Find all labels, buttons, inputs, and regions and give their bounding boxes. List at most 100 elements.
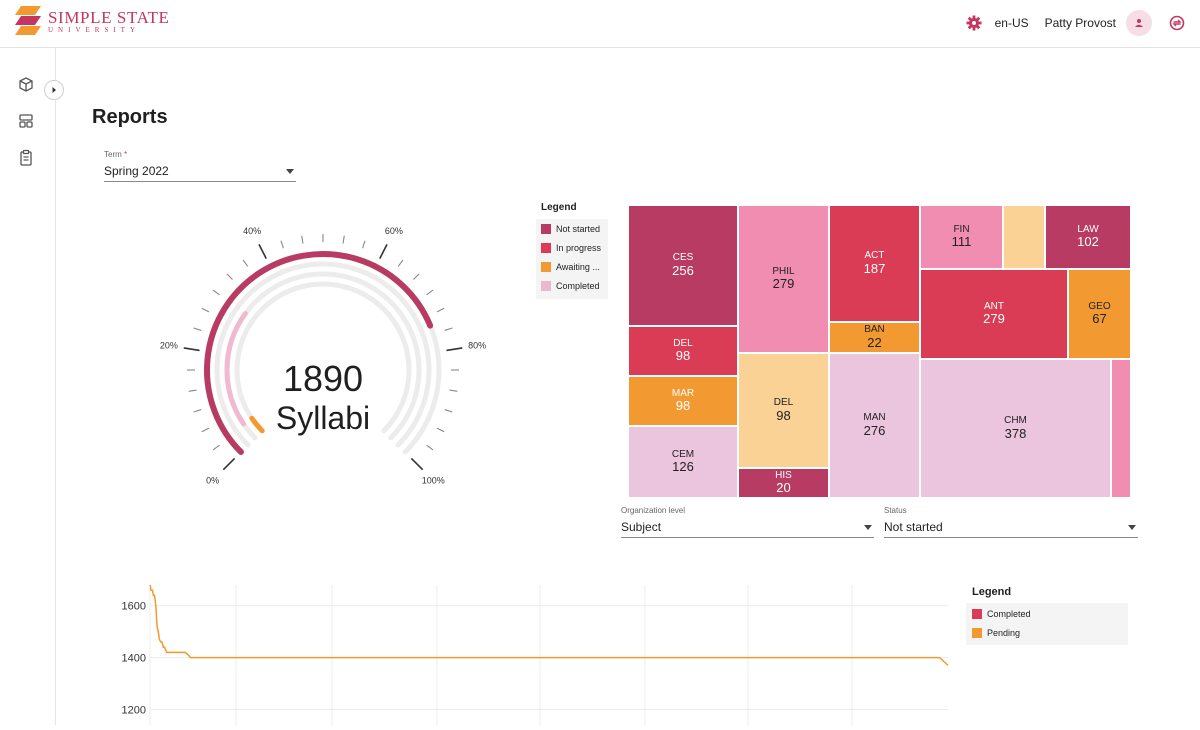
tile-name: LAW bbox=[1077, 223, 1099, 235]
dropdown-arrow-icon bbox=[864, 525, 872, 530]
tile-value: 102 bbox=[1077, 234, 1099, 250]
gauge-major-tick bbox=[446, 347, 463, 352]
gauge-minor-tick bbox=[362, 240, 366, 249]
legend-label: Completed bbox=[556, 281, 600, 291]
required-mark: * bbox=[124, 150, 128, 159]
line-legend bbox=[966, 603, 1128, 645]
organization-level-value: Subject bbox=[621, 520, 662, 534]
language-selector[interactable]: en-US bbox=[994, 16, 1029, 30]
treemap-tile-act[interactable]: ACT 187 bbox=[829, 205, 920, 322]
treemap-tile-del[interactable]: DEL 98 bbox=[738, 353, 829, 468]
gauge-minor-tick bbox=[280, 240, 284, 249]
gauge-minor-tick bbox=[301, 235, 304, 244]
gauge-minor-tick bbox=[188, 389, 197, 392]
gauge-major-tick bbox=[183, 347, 200, 352]
gauge-minor-tick bbox=[426, 444, 434, 451]
treemap-tile-ces[interactable]: CES 256 bbox=[628, 205, 738, 326]
chevron-right-icon bbox=[52, 87, 56, 93]
treemap-tile-fin[interactable]: FIN 111 bbox=[920, 205, 1003, 269]
sidebar bbox=[0, 48, 56, 725]
legend-label: Awaiting ... bbox=[556, 262, 600, 272]
term-select[interactable]: Term * Spring 2022 bbox=[104, 150, 296, 182]
tile-name: CEM bbox=[671, 448, 695, 460]
treemap-tile[interactable] bbox=[1111, 359, 1131, 498]
gauge-arc-completed bbox=[224, 311, 248, 427]
treemap-tile-phil[interactable]: PHIL 279 bbox=[738, 205, 829, 353]
tile-name: ACT bbox=[864, 250, 885, 262]
gauge-unit-label: Syllabi bbox=[275, 400, 371, 436]
tile-name: DEL bbox=[773, 397, 794, 409]
gauge-minor-tick bbox=[212, 444, 220, 451]
treemap-legend-item: Not started bbox=[541, 224, 600, 234]
y-tick-label: 1600 bbox=[122, 601, 146, 613]
tile-value: 98 bbox=[675, 398, 691, 414]
tile-name: CHM bbox=[1004, 415, 1027, 427]
gauge-track bbox=[234, 281, 412, 434]
series-line-pending bbox=[149, 582, 949, 666]
tile-value: 67 bbox=[1092, 311, 1107, 327]
legend-label: In progress bbox=[556, 243, 602, 253]
status-label: Status bbox=[884, 506, 907, 515]
gauge-minor-tick bbox=[226, 273, 233, 280]
clipboard-icon[interactable] bbox=[17, 149, 35, 167]
gauge-major-tick bbox=[258, 244, 267, 259]
gauge-minor-tick bbox=[444, 409, 453, 413]
treemap-tile-ant[interactable]: ANT 279 bbox=[920, 269, 1068, 359]
tile-value: 279 bbox=[772, 276, 795, 292]
gauge-minor-tick bbox=[193, 409, 202, 413]
treemap-tile-ban[interactable]: BAN 22 bbox=[829, 322, 920, 353]
logo-subtitle: UNIVERSITY bbox=[48, 25, 140, 34]
subject-treemap: CES 256 DEL 98 MAR 98 CEM 126 PHIL 279 DEL 98 HIS 20 A… bbox=[628, 205, 1131, 498]
treemap-tile-law[interactable]: LAW 102 bbox=[1045, 205, 1131, 269]
gauge-tick-label: 80% bbox=[468, 341, 486, 351]
legend-swatch bbox=[541, 224, 551, 234]
dropdown-arrow-icon bbox=[1128, 525, 1136, 530]
treemap-tile-del[interactable]: DEL 98 bbox=[628, 326, 738, 376]
organization-level-select[interactable]: Organization level Subject bbox=[621, 506, 874, 538]
logo-mark-icon bbox=[15, 6, 41, 35]
gauge-tick-label: 60% bbox=[385, 226, 403, 236]
gauge-minor-tick bbox=[449, 389, 458, 392]
box-icon[interactable] bbox=[17, 75, 35, 93]
treemap-legend-item: Completed bbox=[541, 281, 600, 291]
tile-name: MAN bbox=[863, 412, 886, 424]
legend-swatch bbox=[541, 243, 551, 253]
gauge-minor-tick bbox=[212, 289, 220, 296]
treemap-tile-mar[interactable]: MAR 98 bbox=[628, 376, 738, 426]
gauge-major-tick bbox=[222, 457, 236, 471]
gauge-arc-awaiting bbox=[249, 415, 265, 434]
gauge-track bbox=[214, 261, 432, 448]
treemap-tile-geo[interactable]: GEO 67 bbox=[1068, 269, 1131, 359]
tile-value: 111 bbox=[951, 234, 972, 250]
treemap-tile-man[interactable]: MAN 276 bbox=[829, 353, 920, 498]
expand-sidebar-button[interactable] bbox=[44, 80, 64, 100]
user-name[interactable]: Patty Provost bbox=[1044, 16, 1116, 30]
status-value: Not started bbox=[884, 520, 943, 534]
tile-value: 20 bbox=[776, 480, 791, 496]
treemap-tile[interactable] bbox=[1003, 205, 1045, 269]
gauge-minor-tick bbox=[444, 327, 453, 331]
user-avatar-icon[interactable] bbox=[1126, 10, 1152, 36]
line-legend-title: Legend bbox=[972, 586, 1012, 598]
tile-value: 22 bbox=[867, 334, 882, 350]
tile-value: 187 bbox=[863, 260, 886, 276]
layout-icon[interactable] bbox=[17, 112, 35, 130]
tile-value: 279 bbox=[983, 311, 1005, 327]
gauge-major-tick bbox=[410, 457, 424, 471]
legend-label: Pending bbox=[987, 628, 1021, 638]
gauge-tick-label: 20% bbox=[160, 341, 178, 351]
legend-label: Completed bbox=[987, 609, 1031, 619]
logo-name: SIMPLE STATE bbox=[48, 7, 170, 27]
treemap-tile-cem[interactable]: CEM 126 bbox=[628, 426, 738, 498]
switch-role-icon[interactable] bbox=[1166, 12, 1188, 34]
tile-value: 378 bbox=[1004, 425, 1027, 441]
gauge-minor-tick bbox=[201, 427, 210, 433]
settings-gear-icon[interactable] bbox=[961, 10, 987, 36]
legend-swatch bbox=[541, 281, 551, 291]
tile-name: GEO bbox=[1088, 300, 1111, 312]
treemap-tile-his[interactable]: HIS 20 bbox=[738, 468, 829, 498]
y-tick-label: 1200 bbox=[122, 704, 146, 716]
status-select[interactable]: Status Not started bbox=[884, 506, 1138, 538]
university-logo[interactable]: SIMPLE STATE UNIVERSITY bbox=[15, 6, 170, 36]
treemap-tile-chm[interactable]: CHM 378 bbox=[920, 359, 1111, 498]
